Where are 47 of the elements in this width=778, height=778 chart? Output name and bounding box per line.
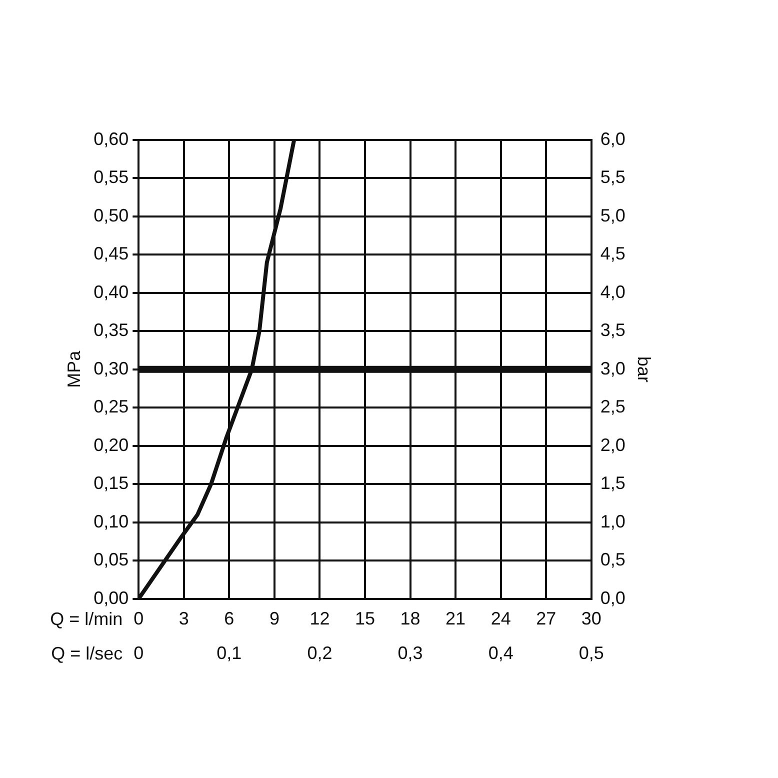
x-tick-label: 12 <box>310 608 330 629</box>
y-tick-label: 0,10 <box>94 511 129 532</box>
x-tick-label: 9 <box>269 608 280 629</box>
x2-axis-title: Q = l/sec <box>51 643 123 664</box>
y2-tick-label: 3,0 <box>600 358 626 378</box>
x-tick-label: 15 <box>354 608 376 629</box>
x-tick-label: 0 <box>134 608 144 629</box>
x2-tick-label: 0,3 <box>398 643 423 664</box>
y-tick-label: 0,55 <box>94 167 129 188</box>
y2-tick-label: 4,5 <box>600 244 626 264</box>
x-tick-label: 27 <box>536 608 556 629</box>
y-tick-label: 0,30 <box>94 358 129 378</box>
x-tick-label: 21 <box>446 608 466 629</box>
y-tick-label: 0,45 <box>94 244 129 264</box>
y2-tick-label: 0,5 <box>600 550 626 570</box>
y-tick-label: 0,50 <box>94 205 129 226</box>
y-tick-label: 0,00 <box>94 588 129 608</box>
y2-tick-label: 4,0 <box>600 282 626 302</box>
x-tick-label: 3 <box>178 608 189 629</box>
y2-tick-label: 2,5 <box>600 396 626 417</box>
y2-tick-label: 3,5 <box>600 320 626 340</box>
y-axis-title: MPa <box>64 350 84 388</box>
y-tick-label: 0,25 <box>94 396 129 417</box>
y2-tick-label: 2,0 <box>600 434 626 455</box>
y-tick-label: 0,15 <box>94 473 129 494</box>
x-tick-label: 30 <box>581 608 602 629</box>
x-tick-label: 24 <box>490 608 511 629</box>
y-tick-label: 0,60 <box>94 128 129 149</box>
x-tick-label: 6 <box>224 608 234 629</box>
y2-tick-label: 1,0 <box>600 511 626 532</box>
x2-tick-label: 0,2 <box>307 643 332 664</box>
x-tick-label: 18 <box>400 608 420 629</box>
y2-tick-label: 0,0 <box>600 588 626 608</box>
y-tick-label: 0,35 <box>94 320 129 340</box>
y2-axis-title: bar <box>634 356 654 382</box>
x2-tick-label: 0,5 <box>578 643 604 664</box>
y-tick-label: 0,20 <box>94 434 129 455</box>
x2-tick-label: 0 <box>134 643 144 664</box>
y2-tick-label: 6,0 <box>600 128 626 149</box>
y2-tick-label: 1,5 <box>600 473 626 494</box>
x-axis-title: Q = l/min <box>50 608 123 629</box>
x2-tick-label: 0,4 <box>488 643 514 664</box>
y2-tick-label: 5,5 <box>600 167 626 188</box>
x2-tick-label: 0,1 <box>216 643 242 664</box>
y2-tick-label: 5,0 <box>600 205 626 226</box>
y-tick-label: 0,05 <box>94 550 129 570</box>
y-tick-label: 0,40 <box>94 282 129 302</box>
